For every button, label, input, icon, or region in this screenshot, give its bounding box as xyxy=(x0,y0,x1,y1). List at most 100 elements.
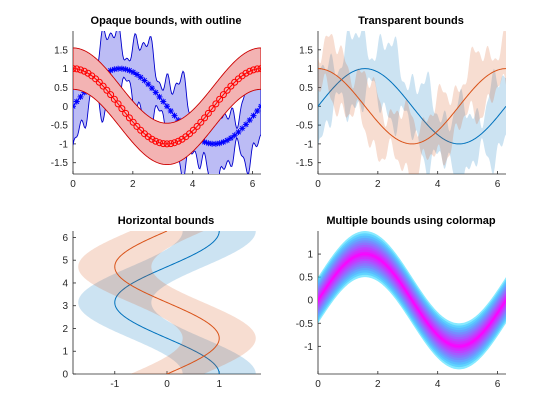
series-line xyxy=(318,68,506,145)
data-point xyxy=(103,86,111,94)
data-point xyxy=(186,130,194,138)
y-tick-label: -0.5 xyxy=(51,121,69,132)
series-line xyxy=(318,68,506,145)
x-tick-label: 4 xyxy=(435,379,441,390)
x-tick-label: 0 xyxy=(315,179,321,190)
data-point xyxy=(239,125,246,132)
data-point xyxy=(122,109,130,117)
y-tick-label: -1 xyxy=(59,139,68,150)
x-tick-label: 2 xyxy=(375,179,381,190)
y-tick-label: 0 xyxy=(307,296,313,307)
y-tick-label: 5 xyxy=(62,256,68,267)
x-tick-label: 6 xyxy=(250,179,256,190)
data-point xyxy=(133,122,141,130)
data-point xyxy=(174,137,182,145)
y-tick-label: 1 xyxy=(307,64,313,75)
data-point xyxy=(145,81,152,88)
y-tick-label: 1 xyxy=(62,347,68,358)
data-point xyxy=(159,140,167,148)
data-point xyxy=(160,98,167,105)
data-point xyxy=(250,112,257,119)
data-point xyxy=(223,86,231,94)
bound-band xyxy=(73,31,261,174)
plot-area xyxy=(318,31,506,174)
data-point xyxy=(152,89,159,96)
y-tick-label: -0.5 xyxy=(296,121,314,132)
series-line xyxy=(114,231,220,374)
data-point xyxy=(114,100,122,108)
y-tick-label: 2 xyxy=(62,324,68,335)
data-point xyxy=(73,98,80,105)
y-tick-label: -1 xyxy=(304,139,313,150)
data-point xyxy=(141,77,148,84)
data-point xyxy=(216,95,224,103)
data-point xyxy=(163,140,171,148)
data-point xyxy=(220,139,227,146)
data-point xyxy=(99,82,107,90)
data-point xyxy=(219,91,227,99)
data-point xyxy=(171,139,179,147)
data-point xyxy=(197,118,205,126)
data-point xyxy=(129,118,137,126)
x-tick-label: 0 xyxy=(315,379,321,390)
data-point xyxy=(212,100,220,108)
data-point xyxy=(77,66,85,74)
data-point xyxy=(130,69,137,76)
y-tick-label: 0.5 xyxy=(299,83,313,94)
data-point xyxy=(148,135,156,143)
y-tick-label: 0 xyxy=(307,102,313,113)
subplot-title: Transparent bounds xyxy=(358,15,464,27)
data-point xyxy=(257,103,261,110)
subplot-colormap-bounds: Multiple bounds using colormap 0 2 4 6 -1 -0.… xyxy=(296,215,506,390)
subplot-title: Multiple bounds using colormap xyxy=(326,215,496,227)
y-tick-label: -0.5 xyxy=(296,319,314,330)
y-tick-label: 4 xyxy=(62,278,68,289)
data-point xyxy=(110,95,118,103)
x-tick-label: -1 xyxy=(110,379,119,390)
bound-band xyxy=(78,231,256,374)
data-point xyxy=(208,105,216,113)
data-point xyxy=(242,69,250,77)
y-tick-label: -1.5 xyxy=(51,158,69,169)
x-tick-label: 6 xyxy=(495,379,501,390)
data-point xyxy=(249,66,257,74)
data-point xyxy=(257,65,261,73)
y-tick-label: 3 xyxy=(62,301,68,312)
series-line xyxy=(73,68,261,145)
data-point xyxy=(246,67,254,75)
data-point xyxy=(73,65,81,73)
plot-area xyxy=(78,231,256,374)
x-tick-label: 0 xyxy=(164,379,170,390)
data-point xyxy=(80,67,88,75)
y-tick-label: -1 xyxy=(304,342,313,353)
data-point xyxy=(167,107,174,114)
data-point xyxy=(167,140,175,148)
data-point xyxy=(163,103,170,110)
data-point xyxy=(152,137,160,145)
data-point xyxy=(253,65,261,73)
data-point xyxy=(189,126,197,134)
data-point xyxy=(155,139,163,147)
x-tick-label: 0 xyxy=(70,179,76,190)
data-point xyxy=(73,103,76,110)
y-tick-label: 1.5 xyxy=(54,45,68,56)
data-point xyxy=(171,112,178,119)
x-tick-label: 1 xyxy=(216,379,222,390)
data-point xyxy=(235,129,242,136)
data-point xyxy=(242,121,249,128)
data-point xyxy=(137,126,145,134)
data-point xyxy=(224,137,231,144)
data-point xyxy=(231,132,238,139)
y-tick-label: 1 xyxy=(307,250,313,261)
subplot-horizontal-bounds: Horizontal bounds -1 0 1 0 1 2 3 4 5 6 xyxy=(62,215,261,390)
bound-band xyxy=(318,31,506,174)
x-tick-label: 6 xyxy=(495,179,501,190)
series-line xyxy=(318,253,506,347)
data-point xyxy=(133,71,140,78)
data-point xyxy=(148,85,155,92)
subplot-title: Horizontal bounds xyxy=(118,215,215,227)
data-point xyxy=(227,82,235,90)
data-point xyxy=(193,122,201,130)
data-point xyxy=(111,66,118,73)
